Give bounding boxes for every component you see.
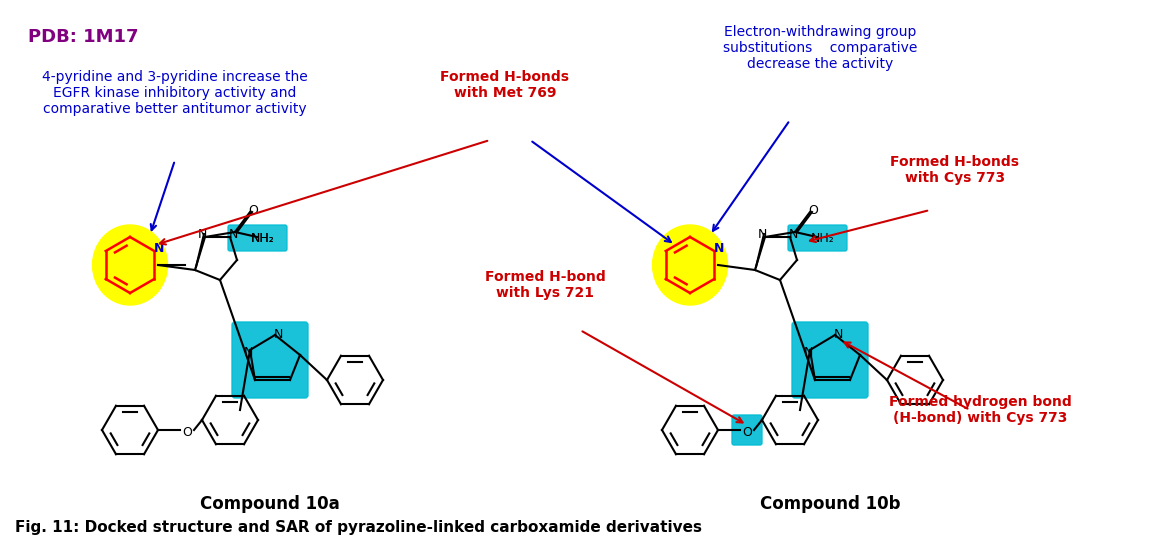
FancyBboxPatch shape <box>792 322 868 398</box>
Text: N: N <box>833 328 843 342</box>
Text: N: N <box>228 229 238 241</box>
Ellipse shape <box>653 225 727 305</box>
Text: Formed H-bonds
with Cys 773: Formed H-bonds with Cys 773 <box>891 155 1020 185</box>
Text: O: O <box>808 203 818 217</box>
Text: Formed hydrogen bond
(H-bond) with Cys 773: Formed hydrogen bond (H-bond) with Cys 7… <box>889 395 1072 425</box>
Text: O: O <box>182 426 192 440</box>
FancyBboxPatch shape <box>228 225 287 251</box>
Text: Compound 10a: Compound 10a <box>200 495 340 513</box>
Text: NH₂: NH₂ <box>251 231 275 245</box>
Text: N: N <box>803 345 813 359</box>
Ellipse shape <box>92 225 168 305</box>
Text: NH₂: NH₂ <box>251 231 275 245</box>
Text: N: N <box>153 242 163 255</box>
Text: N: N <box>788 229 798 241</box>
Text: N: N <box>273 328 283 342</box>
Text: Formed H-bond
with Lys 721: Formed H-bond with Lys 721 <box>485 270 605 300</box>
Text: NH₂: NH₂ <box>811 231 834 245</box>
Text: N: N <box>757 229 767 241</box>
Text: N: N <box>714 242 724 255</box>
Text: PDB: 1M17: PDB: 1M17 <box>28 28 138 46</box>
Text: Formed H-bonds
with Met 769: Formed H-bonds with Met 769 <box>441 70 570 100</box>
Text: N: N <box>197 229 207 241</box>
FancyBboxPatch shape <box>732 415 762 445</box>
Text: O: O <box>249 203 258 217</box>
Text: 4-pyridine and 3-pyridine increase the
EGFR kinase inhibitory activity and
compa: 4-pyridine and 3-pyridine increase the E… <box>43 70 307 116</box>
Text: Electron-withdrawing group
substitutions    comparative
decrease the activity: Electron-withdrawing group substitutions… <box>723 25 917 72</box>
Text: Fig. 11: Docked structure and SAR of pyrazoline-linked carboxamide derivatives: Fig. 11: Docked structure and SAR of pyr… <box>15 520 702 535</box>
Text: O: O <box>742 426 752 440</box>
FancyBboxPatch shape <box>788 225 847 251</box>
Text: Compound 10b: Compound 10b <box>760 495 900 513</box>
Text: N: N <box>243 345 253 359</box>
FancyBboxPatch shape <box>233 322 308 398</box>
